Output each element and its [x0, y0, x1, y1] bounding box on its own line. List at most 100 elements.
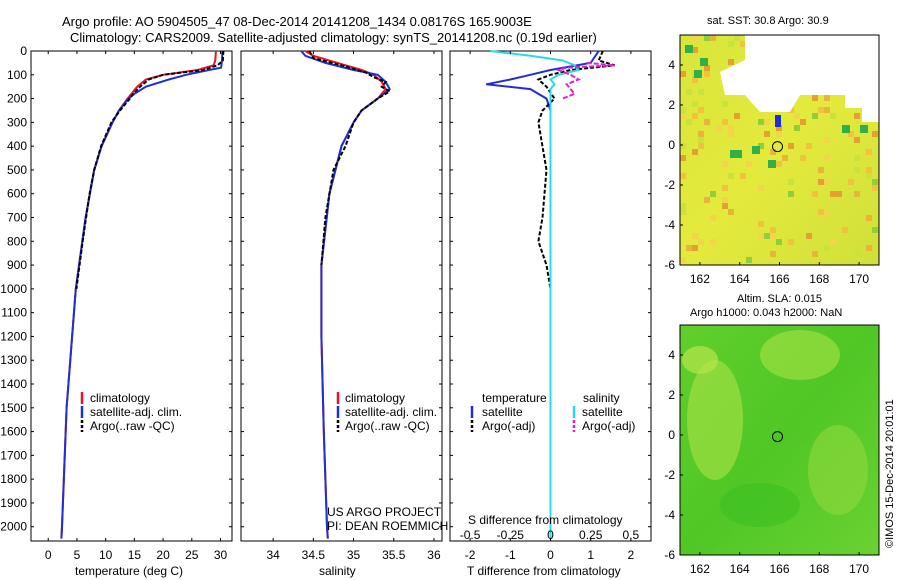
sst-map-cell	[812, 113, 818, 119]
depth-tick-label: 700	[7, 211, 27, 225]
sst-map-cell	[728, 131, 734, 137]
map-x-tick-label: 170	[849, 562, 869, 576]
s-difference-x-ticks: -0.5 -0.25 0 0.25 0.5	[460, 528, 640, 542]
x-tick-label: 1	[587, 548, 594, 562]
legend-label-s-argo: Argo(-adj)	[582, 419, 635, 433]
sst-map-cell	[770, 227, 776, 233]
sst-map-cell	[872, 185, 878, 191]
depth-tick-label: 1800	[0, 472, 27, 486]
sst-map-cell	[866, 245, 872, 251]
sst-map-cell	[788, 143, 794, 149]
sst-map-cell	[740, 41, 746, 47]
sst-map-cloud-mask	[720, 35, 880, 122]
series-line-t-satellite	[486, 50, 600, 539]
sla-map	[679, 324, 880, 556]
series-line-s-satellite	[490, 50, 581, 539]
salinity-xlabel: salinity	[319, 564, 356, 578]
title-line-1: Argo profile: AO 5904505_47 08-Dec-2014 …	[62, 14, 532, 29]
sst-map-cell	[854, 137, 860, 143]
sst-map-cell	[704, 71, 710, 77]
x-tick-label: 20	[156, 548, 170, 562]
sst-map-cell	[764, 233, 770, 239]
x-tick-label: 36	[427, 548, 441, 562]
t-difference-x-ticks: -2 -1 0 1 2	[465, 51, 635, 562]
sst-map-cell	[770, 233, 776, 239]
map-y-tick-label: -4	[664, 508, 675, 522]
sst-map-cell	[722, 119, 728, 125]
s-difference-tick-label: -0.25	[497, 528, 525, 542]
sst-map-cell	[824, 209, 830, 215]
sla-map-title-line-2: Argo h1000: 0.043 h2000: NaN	[690, 307, 842, 319]
x-tick-label: -2	[465, 548, 476, 562]
legend-label-argo: Argo(..raw -QC)	[90, 419, 175, 433]
sst-map-cell	[776, 131, 782, 137]
sst-map-cell	[698, 137, 704, 143]
sst-map-cell	[794, 113, 800, 119]
sla-map-y-ticks: 4 2 0 -2 -4 -6	[664, 348, 683, 562]
legend-label-argo: Argo(..raw -QC)	[345, 419, 430, 433]
s-difference-tick-label: 0.5	[623, 528, 640, 542]
depth-tick-label: 1100	[1, 306, 27, 320]
sst-map-cell	[680, 107, 686, 113]
sst-map-cell-green	[768, 160, 776, 168]
x-tick-label: 15	[128, 548, 142, 562]
sst-map-cell	[818, 179, 824, 185]
temperature-plot	[60, 50, 225, 539]
pi-label: PI: DEAN ROEMMICH	[327, 519, 448, 533]
map-y-tick-label: -2	[664, 178, 675, 192]
sst-map-cell	[728, 41, 734, 47]
series-line-argo-raw-qc-	[75, 50, 225, 290]
sst-map-cell	[698, 239, 704, 245]
sla-map-blob	[808, 425, 868, 515]
sst-map-cell	[800, 119, 806, 125]
sst-map-cell	[758, 221, 764, 227]
sst-map-cell	[740, 173, 746, 179]
sst-map-cell	[776, 239, 782, 245]
sst-map-cell	[728, 125, 734, 131]
map-y-tick-label: 0	[668, 428, 675, 442]
depth-tick-label: 400	[7, 139, 27, 153]
sst-map-cell	[686, 89, 692, 95]
sst-map-cell	[788, 239, 794, 245]
sla-map-x-ticks: 162 164 166 168 170	[690, 552, 869, 576]
depth-tick-label: 800	[7, 234, 27, 248]
sst-map-cell	[710, 239, 716, 245]
title-line-2: Climatology: CARS2009. Satellite-adjuste…	[70, 30, 597, 45]
sst-map-cell	[866, 173, 872, 179]
depth-axis: 0 100 200 300 400 500 600 700 800 900 1000 1100 1200…	[0, 44, 651, 534]
temperature-panel-frame	[30, 50, 233, 542]
sst-map-cell	[812, 191, 818, 197]
sst-map-cell	[812, 95, 818, 101]
sst-map-cell	[710, 191, 716, 197]
series-line-satellite-adj-clim-	[60, 51, 224, 539]
sst-map-cell-green	[700, 58, 708, 66]
sst-map-cell	[758, 233, 764, 239]
sst-map-cell	[782, 155, 788, 161]
sla-map-blob	[687, 360, 743, 480]
sst-map-cell	[692, 233, 698, 239]
sst-map-cell	[854, 155, 860, 161]
legend-header-salinity: salinity	[583, 391, 620, 405]
sst-map-cell	[818, 209, 824, 215]
sst-map-cell	[806, 143, 812, 149]
series-line-t-argo-adj-	[536, 50, 616, 290]
sst-map-cell	[806, 233, 812, 239]
sst-map-y-ticks: 4 2 0 -2 -4 -6	[664, 58, 683, 272]
sst-map-cell-green	[685, 45, 693, 53]
depth-tick-label: 300	[7, 115, 27, 129]
sst-map-cell	[842, 227, 848, 233]
x-tick-label: 0	[45, 548, 52, 562]
sst-map-cell	[872, 227, 878, 233]
sst-map-cell	[686, 119, 692, 125]
difference-legend: temperature salinity satellite Argo(-adj…	[470, 391, 635, 433]
sla-map-float-marker	[772, 431, 784, 443]
sst-map-cell	[686, 245, 692, 251]
depth-tick-label: 1600	[0, 425, 27, 439]
legend-label-climatology: climatology	[345, 391, 405, 405]
sla-map-title-line-1: Altim. SLA: 0.015	[737, 293, 822, 305]
sst-map-cell	[710, 215, 716, 221]
sst-map-cell	[692, 47, 698, 53]
sst-map-cell	[692, 101, 698, 107]
sst-map-cell	[698, 143, 704, 149]
sla-map-blob	[720, 483, 800, 527]
